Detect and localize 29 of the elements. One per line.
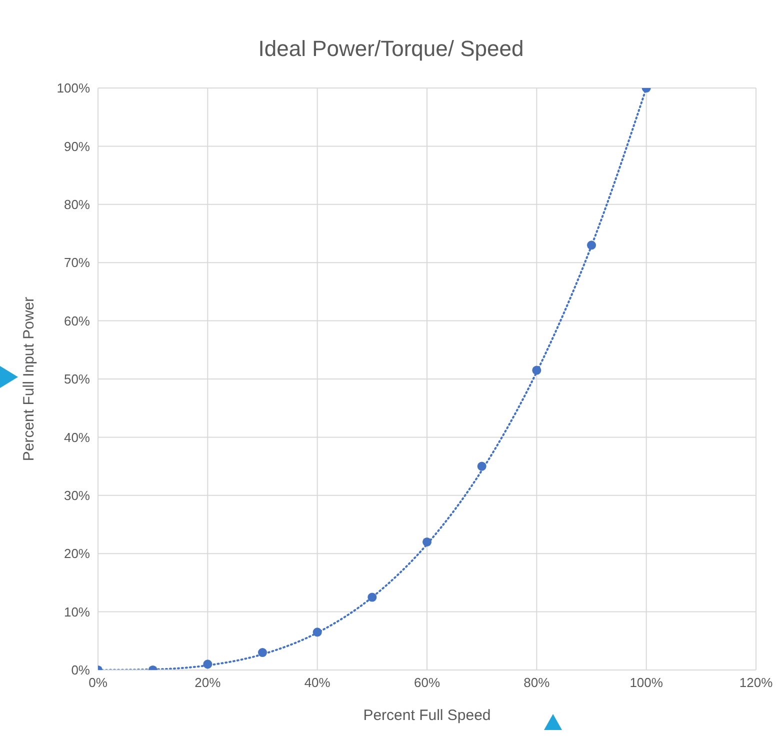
x-axis-title: Percent Full Speed bbox=[363, 707, 491, 724]
x-tick-label: 100% bbox=[630, 675, 664, 690]
y-tick-label: 10% bbox=[64, 604, 90, 620]
x-tick-label: 60% bbox=[414, 675, 440, 690]
y-tick-label: 50% bbox=[64, 372, 90, 387]
x-tick-label: 0% bbox=[88, 675, 108, 690]
y-tick-label: 60% bbox=[64, 313, 90, 328]
y-axis-title: Percent Full Input Power bbox=[20, 296, 38, 462]
y-tick-label: 40% bbox=[64, 430, 90, 445]
point bbox=[422, 537, 432, 546]
x-tick-label: 20% bbox=[194, 675, 222, 690]
y-tick-label: 70% bbox=[64, 255, 90, 270]
point bbox=[203, 660, 212, 669]
point bbox=[477, 462, 486, 471]
y-tick-label: 100% bbox=[56, 80, 90, 96]
point bbox=[368, 592, 377, 602]
y-tick-label: 80% bbox=[64, 197, 90, 212]
x-tick-label: 40% bbox=[304, 675, 331, 690]
point bbox=[312, 628, 322, 637]
y-tick-label: 0% bbox=[71, 662, 90, 678]
chart-title: Ideal Power/Torque/ Speed bbox=[257, 36, 525, 62]
point bbox=[532, 366, 542, 375]
y-tick-label: 90% bbox=[64, 138, 90, 154]
x-tick-label: 120% bbox=[739, 675, 774, 690]
x-tick-label: 80% bbox=[524, 675, 550, 690]
y-tick-label: 20% bbox=[64, 546, 90, 562]
point bbox=[258, 648, 268, 658]
y-tick-label: 30% bbox=[64, 488, 90, 504]
point bbox=[586, 240, 596, 250]
